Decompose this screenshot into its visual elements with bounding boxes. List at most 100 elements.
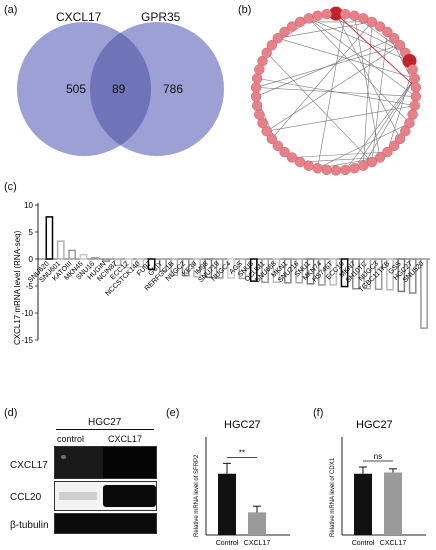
western-row-label-tubulin: β-tubulin	[10, 520, 49, 531]
network-nodes	[250, 6, 422, 176]
cdx1-title: HGC27	[356, 419, 393, 431]
network-node	[272, 140, 284, 152]
bar-chart-bar	[329, 258, 338, 286]
network-node	[374, 21, 386, 32]
bar-chart-bar	[306, 258, 315, 285]
western-lane-control: control	[57, 434, 85, 444]
bar-chart-bar	[238, 258, 247, 280]
venn-only2-count: 786	[163, 82, 183, 96]
bar-chart-bar	[170, 258, 179, 276]
network-node	[294, 156, 306, 168]
small-chart-bar	[248, 512, 266, 535]
significance-label: ns	[374, 452, 382, 461]
small-chart-bar	[218, 473, 236, 535]
network-edge	[317, 14, 346, 169]
network-node	[286, 21, 298, 32]
western-lane-cxcl17: CXCL17	[108, 434, 143, 444]
small-chart-x-label: Control	[216, 540, 239, 547]
panel-label-e: (e)	[166, 407, 180, 419]
network-node	[409, 73, 420, 84]
bar-chart-bar	[147, 258, 156, 271]
network-edge	[363, 78, 416, 166]
network-node	[286, 152, 298, 163]
sfrp2-chart: HGC27 Relative mRNA level of SFRP2 Contr…	[194, 419, 290, 547]
western-lane-bracket	[56, 429, 154, 430]
bar-chart-y-tick-label: 5	[29, 228, 34, 237]
western-band-cxcl17	[54, 446, 157, 479]
interaction-network	[250, 6, 422, 176]
network-node	[272, 32, 284, 44]
bar-chart-y-tick-label: -10	[21, 309, 33, 318]
venn-diagram: CXCL17 GPR35 505 89 786	[17, 10, 224, 156]
network-edge	[308, 18, 410, 124]
network-edge	[266, 52, 373, 163]
bar-chart-y-tick-label: -15	[21, 336, 33, 345]
small-chart-x-label: CXCL17	[380, 540, 407, 547]
bar-chart-bar	[272, 258, 281, 283]
bar-chart-y-tick-label: 0	[29, 255, 34, 264]
network-node	[312, 163, 323, 174]
network-node	[394, 133, 406, 145]
network-node	[321, 8, 332, 20]
network-node	[254, 109, 265, 120]
network-node	[382, 146, 393, 158]
network-node	[257, 55, 268, 67]
western-cell-line: HGC27	[88, 417, 122, 428]
venn-set2-label: GPR35	[141, 10, 181, 24]
network-edge	[300, 157, 380, 163]
network-node	[250, 82, 262, 93]
network-node	[261, 125, 272, 137]
western-band-ccl20-lane1	[59, 492, 97, 500]
bar-chart-bar	[102, 258, 111, 262]
small-chart-bar	[354, 473, 372, 535]
network-node	[366, 16, 378, 28]
panel-label-b: (b)	[238, 4, 252, 16]
bar-chart-bar	[261, 258, 269, 283]
bar-chart-bar	[136, 258, 145, 268]
network-node	[374, 152, 386, 163]
bar-chart-ylabel: CXCL17 mRNA level (RNA-seq)	[13, 230, 22, 345]
network-edge	[271, 21, 373, 140]
bar-chart-bar	[249, 258, 258, 282]
network-edge	[387, 69, 413, 153]
bar-chart-bar	[113, 258, 122, 267]
bar-chart-y-tick-label: 10	[24, 201, 33, 210]
network-node	[330, 165, 342, 176]
network-node	[404, 117, 415, 129]
western-band-ccl20	[54, 481, 157, 511]
venn-overlap-region	[89, 32, 152, 146]
network-node	[382, 26, 393, 38]
network-node	[279, 26, 290, 38]
network-node	[266, 133, 278, 145]
bar-chart-y-tick-label: -5	[26, 282, 34, 291]
sfrp2-title: HGC27	[224, 419, 261, 431]
network-node	[394, 39, 406, 51]
bar-chart-bar	[386, 258, 394, 291]
significance-label: **	[239, 448, 245, 457]
network-node	[279, 146, 290, 158]
western-band-speck	[61, 455, 66, 459]
bar-chart-bar	[159, 258, 167, 272]
network-node	[358, 160, 369, 171]
bar-chart-bar	[363, 258, 372, 290]
bar-chart-bar	[283, 258, 292, 284]
venn-set1-label: CXCL17	[56, 10, 102, 24]
network-edge	[266, 44, 401, 132]
western-band-ccl20-lane2	[103, 485, 156, 507]
network-edge	[308, 18, 417, 97]
western-band-cxcl17-lane2	[103, 447, 156, 478]
network-node	[400, 125, 411, 137]
network-node	[388, 32, 400, 44]
network-edge	[345, 78, 416, 171]
network-node	[410, 91, 422, 102]
bar-chart-bar	[317, 258, 326, 286]
cdx1-chart: HGC27 Relative mRNA level of CDX1 Contro…	[330, 419, 426, 547]
network-edge	[335, 13, 401, 139]
western-row-label-ccl20: CCL20	[10, 492, 42, 503]
bar-chart-bar	[193, 258, 201, 278]
bar-chart-bar	[181, 258, 190, 277]
bar-chart-bar	[374, 258, 383, 290]
bar-chart-bar	[45, 216, 54, 260]
cxcl17-expression-chart: CXCL17 mRNA level (RNA-seq) -15 -10 -5 0 5 10…	[13, 201, 430, 345]
network-node	[349, 10, 360, 21]
